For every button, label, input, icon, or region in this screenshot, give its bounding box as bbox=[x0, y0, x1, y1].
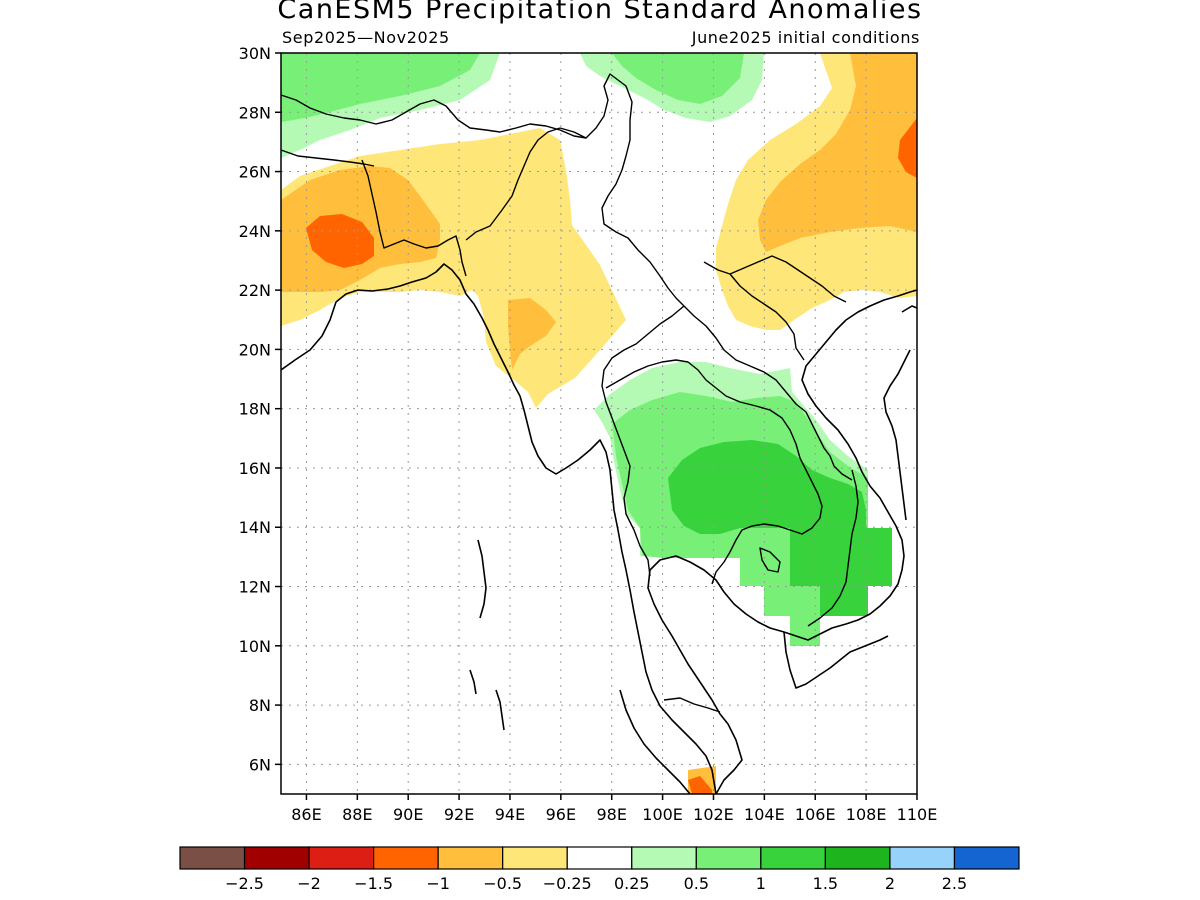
lat-tick-label: 10N bbox=[239, 637, 271, 656]
cambodia-vietnam-border bbox=[807, 469, 859, 627]
coastlines bbox=[281, 263, 917, 794]
anomaly-region-tibet-wet-core bbox=[612, 53, 744, 104]
thailand-laos-cambodia-border bbox=[605, 359, 823, 585]
lat-tick-label: 22N bbox=[239, 281, 271, 300]
colorbar-swatch bbox=[502, 846, 568, 870]
lat-tick-label: 6N bbox=[249, 755, 271, 774]
colorbar-label: −0.25 bbox=[543, 874, 592, 893]
lat-tick-label: 12N bbox=[239, 578, 271, 597]
hainan-coast bbox=[901, 305, 917, 313]
colorbar-swatch bbox=[566, 846, 633, 870]
lon-tick-label: 92E bbox=[444, 805, 474, 824]
colorbar-label: −2 bbox=[297, 874, 321, 893]
colorbar-label: −1.5 bbox=[354, 874, 393, 893]
lat-tick-label: 28N bbox=[239, 103, 271, 122]
lon-tick-label: 98E bbox=[596, 805, 626, 824]
colorbar-swatch bbox=[179, 846, 246, 870]
india-nepal-tibet-border bbox=[281, 94, 587, 139]
longitude-labels: 86E 88E 90E 92E 94E 96E 98E 100E 102E 104E 106E 108… bbox=[291, 794, 937, 824]
lat-tick-label: 30N bbox=[239, 44, 271, 63]
colorbar-label: −1 bbox=[426, 874, 450, 893]
myanmar-thailand-border bbox=[601, 305, 685, 577]
colorbar-label: 2 bbox=[885, 874, 895, 893]
lon-tick-label: 104E bbox=[744, 805, 785, 824]
lat-lon-grid bbox=[281, 53, 917, 794]
colorbar-label: 1 bbox=[756, 874, 766, 893]
colorbar-swatch bbox=[631, 846, 697, 870]
colorbar-label: 1.5 bbox=[813, 874, 838, 893]
cambodia-vietnam-south-coast bbox=[783, 631, 889, 689]
anomaly-region-indochina-wet-core bbox=[668, 440, 892, 616]
colorbar-swatch bbox=[243, 846, 310, 870]
lon-tick-label: 88E bbox=[342, 805, 372, 824]
myanmar-china-border bbox=[559, 73, 685, 307]
laos-vietnam-border bbox=[729, 273, 805, 361]
lat-tick-label: 8N bbox=[249, 696, 271, 715]
lon-tick-label: 108E bbox=[846, 805, 887, 824]
colorbar-label: −2.5 bbox=[225, 874, 264, 893]
lon-tick-label: 86E bbox=[291, 805, 321, 824]
anomaly-region-northwest-wet-core bbox=[281, 53, 480, 122]
colorbar-swatch bbox=[824, 846, 891, 870]
colorbar-swatch bbox=[760, 846, 826, 870]
anomaly-fills bbox=[281, 53, 917, 794]
lat-tick-label: 24N bbox=[239, 222, 271, 241]
vietnam-east-coast bbox=[883, 349, 911, 521]
colorbar-labels: −2.5 −2 −1.5 −1 −0.5 −0.25 0.25 0.5 1 1.5 2 2.5 bbox=[225, 874, 967, 893]
india-bangladesh-coast bbox=[281, 263, 521, 397]
colorbar-swatch bbox=[889, 846, 956, 870]
lon-tick-label: 100E bbox=[642, 805, 683, 824]
laos-border bbox=[683, 305, 853, 481]
lat-tick-label: 20N bbox=[239, 340, 271, 359]
anomaly-region-myanmar-dry-core bbox=[508, 298, 556, 370]
lon-tick-label: 110E bbox=[897, 805, 938, 824]
colorbar-swatch bbox=[695, 846, 762, 870]
latitude-labels: 30N 28N 26N 24N 22N 20N 18N 16N 14N 12N 10N 8N 6N bbox=[239, 44, 281, 774]
colorbar-swatch bbox=[953, 846, 1020, 870]
anomaly-region-china-dry-core bbox=[758, 53, 917, 252]
map-title: CanESM5 Precipitation Standard Anomalies bbox=[277, 0, 923, 25]
lon-tick-label: 96E bbox=[546, 805, 576, 824]
andaman-islands bbox=[469, 539, 505, 731]
plot-frame bbox=[280, 52, 918, 795]
thailand-malaysia-border bbox=[663, 697, 721, 713]
colorbar-swatch bbox=[308, 846, 375, 870]
lat-tick-label: 16N bbox=[239, 459, 271, 478]
lon-tick-label: 90E bbox=[393, 805, 423, 824]
lon-tick-label: 102E bbox=[693, 805, 734, 824]
country-borders bbox=[281, 73, 859, 713]
colorbar-label: 0.25 bbox=[614, 874, 650, 893]
tonle-sap-lake bbox=[759, 547, 781, 573]
india-myanmar-border bbox=[465, 127, 561, 241]
anomaly-region-malaysia-dry-core bbox=[688, 776, 712, 794]
colorbar bbox=[179, 846, 1020, 870]
lat-tick-label: 18N bbox=[239, 400, 271, 419]
colorbar-label: 0.5 bbox=[684, 874, 709, 893]
anomaly-region-china-dry-center bbox=[898, 118, 917, 178]
colorbar-label: 2.5 bbox=[942, 874, 967, 893]
season-subtitle: Sep2025—Nov2025 bbox=[282, 28, 450, 47]
china-vietnam-border bbox=[703, 255, 847, 303]
myanmar-coast bbox=[519, 395, 717, 794]
colorbar-label: −0.5 bbox=[483, 874, 522, 893]
lon-tick-label: 94E bbox=[495, 805, 525, 824]
thailand-gulf-coast bbox=[647, 289, 917, 794]
malaysia-coast bbox=[619, 689, 691, 794]
colorbar-swatch bbox=[373, 846, 439, 870]
lon-tick-label: 106E bbox=[795, 805, 836, 824]
initial-conditions-subtitle: June2025 initial conditions bbox=[691, 28, 920, 47]
lat-tick-label: 26N bbox=[239, 163, 271, 182]
colorbar-swatch bbox=[437, 846, 504, 870]
lat-tick-label: 14N bbox=[239, 518, 271, 537]
bangladesh-border bbox=[361, 159, 467, 277]
